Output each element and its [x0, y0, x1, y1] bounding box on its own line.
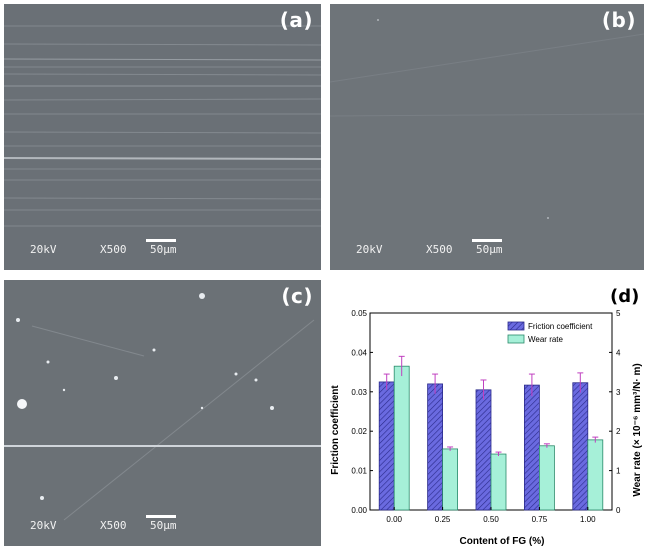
bar-wear-rate — [393, 365, 410, 511]
x-axis-label: Content of FG (%) — [460, 536, 545, 547]
x-tick-label: 1.00 — [580, 515, 596, 524]
bar-friction-coefficient — [378, 381, 395, 511]
sem-image-b — [330, 4, 644, 270]
y-tick-label-right: 2 — [616, 427, 621, 436]
y-tick-label-left: 0.00 — [351, 506, 367, 515]
legend-swatch-wear — [507, 334, 525, 344]
panel-label: (c) — [281, 284, 313, 308]
bar-wear-rate — [442, 448, 458, 511]
y-tick-label-left: 0.04 — [351, 348, 367, 357]
bar-friction-coefficient — [572, 382, 589, 511]
bar-wear-rate — [490, 453, 507, 511]
scale-length-label: 50µm — [150, 243, 177, 256]
legend-label-friction: Friction coefficient — [528, 322, 593, 331]
panel-label: (a) — [279, 8, 313, 32]
sem-panel-b: (b) 20kV X500 50µm — [330, 4, 644, 270]
y-tick-label-right: 1 — [616, 467, 621, 476]
y-tick-label-left: 0.01 — [351, 467, 367, 476]
magnification-label: X500 — [100, 243, 127, 256]
x-tick-label: 0.00 — [386, 515, 402, 524]
y-axis-label-left: Friction coefficient — [330, 385, 341, 475]
bar-friction-coefficient — [475, 389, 492, 511]
scale-bar — [146, 515, 176, 518]
x-tick-label: 0.25 — [435, 515, 451, 524]
voltage-label: 20kV — [356, 243, 383, 256]
friction-wear-chart: (d) 0.00 0.01 0.02 0.03 0.04 0.05 0 1 2 3 4 5 0.00 0.… — [322, 280, 646, 548]
x-tick-label: 0.50 — [483, 515, 499, 524]
legend-swatch-friction — [507, 321, 525, 331]
panel-label: (b) — [601, 8, 636, 32]
legend-label-wear: Wear rate — [528, 335, 564, 344]
sem-panel-c: (c) 20kV X500 50µm — [4, 280, 321, 546]
y-tick-label-left: 0.05 — [351, 309, 367, 318]
sem-image-c — [4, 280, 321, 546]
chart-svg: (d) 0.00 0.01 0.02 0.03 0.04 0.05 0 1 2 3 4 5 0.00 0.… — [330, 286, 643, 547]
bar-friction-coefficient — [523, 384, 540, 511]
scale-length-label: 50µm — [150, 519, 177, 532]
voltage-label: 20kV — [30, 243, 57, 256]
panel-label-d: (d) — [610, 286, 639, 307]
sem-image-a — [4, 4, 321, 270]
x-tick-label: 0.75 — [532, 515, 548, 524]
sem-panel-a: (a) 20kV X500 50µm — [4, 4, 321, 270]
scale-bar — [146, 239, 176, 242]
y-tick-label-left: 0.03 — [351, 388, 367, 397]
y-tick-label-left: 0.02 — [351, 427, 367, 436]
y-tick-label-right: 3 — [616, 388, 621, 397]
voltage-label: 20kV — [30, 519, 57, 532]
y-tick-label-right: 0 — [616, 506, 621, 515]
bar-friction-coefficient — [427, 383, 443, 511]
bar-wear-rate — [587, 439, 604, 511]
y-tick-label-right: 4 — [616, 348, 621, 357]
scale-bar — [472, 239, 502, 242]
bar-wear-rate — [538, 445, 555, 511]
y-tick-label-right: 5 — [616, 309, 621, 318]
y-axis-label-right: Wear rate (× 10⁻⁶ mm³/N· m) — [632, 363, 643, 496]
magnification-label: X500 — [426, 243, 453, 256]
scale-length-label: 50µm — [476, 243, 503, 256]
magnification-label: X500 — [100, 519, 127, 532]
